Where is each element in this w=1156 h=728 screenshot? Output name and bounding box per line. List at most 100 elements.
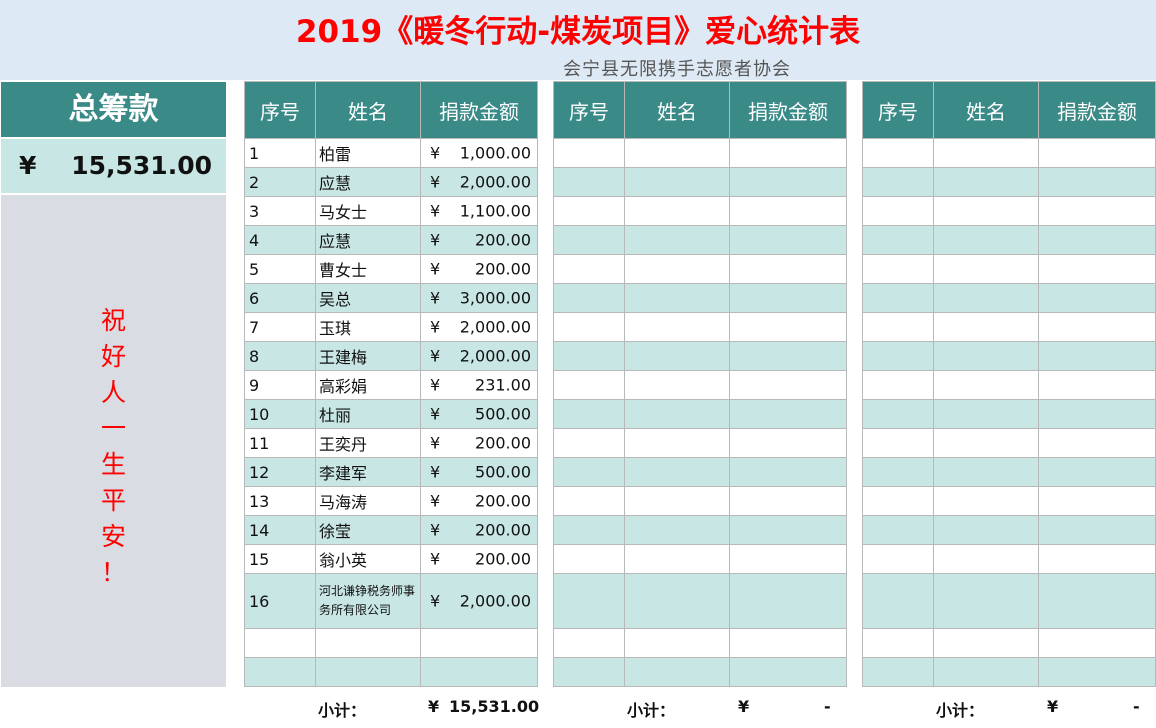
cell-name xyxy=(315,657,421,687)
cell-seq xyxy=(862,370,934,400)
cell-seq xyxy=(862,312,934,342)
table-row xyxy=(862,486,1156,516)
table-row xyxy=(862,657,1156,687)
donation-table-2: 序号 姓名 捐款金额 xyxy=(553,81,847,687)
table-row: 7 玉琪 ¥2,000.00 xyxy=(244,312,538,342)
table-row xyxy=(553,515,847,545)
cell-seq xyxy=(553,167,625,197)
cell-seq: 12 xyxy=(244,457,316,487)
cell-amount xyxy=(1038,370,1156,400)
cell-amount: ¥2,000.00 xyxy=(420,573,538,629)
cell-seq xyxy=(553,515,625,545)
table-row xyxy=(553,457,847,487)
cell-name xyxy=(624,225,730,255)
cell-name xyxy=(933,515,1039,545)
cell-name xyxy=(933,457,1039,487)
cell-seq xyxy=(862,457,934,487)
subtotal-label-3: 小计： xyxy=(936,701,985,720)
cell-seq: 10 xyxy=(244,399,316,429)
currency-symbol: ¥ xyxy=(430,201,441,221)
cell-amount xyxy=(1038,399,1156,429)
table-row xyxy=(862,283,1156,313)
table-row xyxy=(553,544,847,574)
table-row xyxy=(862,167,1156,197)
cell-seq xyxy=(862,515,934,545)
cell-name xyxy=(933,399,1039,429)
cell-amount: ¥2,000.00 xyxy=(420,341,538,371)
cell-amount: ¥200.00 xyxy=(420,225,538,255)
cell-amount xyxy=(1038,312,1156,342)
cell-name xyxy=(933,138,1039,168)
table-row xyxy=(553,428,847,458)
currency-symbol: ¥ xyxy=(430,230,441,250)
organization-name: 会宁县无限携手志愿者协会 xyxy=(563,59,791,80)
cell-name xyxy=(933,428,1039,458)
table-row xyxy=(553,486,847,516)
title-banner: 2019《暖冬行动-煤炭项目》爱心统计表 会宁县无限携手志愿者协会 xyxy=(0,0,1156,80)
table-row xyxy=(553,341,847,371)
cell-seq xyxy=(244,657,316,687)
cell-name xyxy=(624,283,730,313)
currency-symbol: ¥ xyxy=(19,151,37,180)
amount-value: 3,000.00 xyxy=(459,288,531,308)
cell-seq xyxy=(553,544,625,574)
cell-name: 马海涛 xyxy=(315,486,421,516)
cell-name: 吴总 xyxy=(315,283,421,313)
cell-seq xyxy=(862,399,934,429)
cell-amount xyxy=(729,486,847,516)
currency-symbol: ¥ xyxy=(430,491,441,511)
cell-amount xyxy=(1038,573,1156,629)
amount-value: 2,000.00 xyxy=(459,591,531,611)
cell-name xyxy=(624,544,730,574)
amount-value: 1,000.00 xyxy=(459,143,531,163)
cell-name xyxy=(624,657,730,687)
table-row xyxy=(862,515,1156,545)
cell-seq xyxy=(553,399,625,429)
cell-amount xyxy=(729,370,847,400)
cell-seq xyxy=(553,428,625,458)
cell-seq xyxy=(862,254,934,284)
header-seq: 序号 xyxy=(244,81,316,139)
cell-seq xyxy=(862,138,934,168)
cell-seq: 16 xyxy=(244,573,316,629)
cell-seq: 1 xyxy=(244,138,316,168)
amount-value: 500.00 xyxy=(475,462,531,482)
amount-value: 231.00 xyxy=(475,375,531,395)
cell-amount xyxy=(420,657,538,687)
table-row xyxy=(862,341,1156,371)
cell-amount xyxy=(729,138,847,168)
table-row xyxy=(553,312,847,342)
cell-name xyxy=(933,544,1039,574)
cell-amount: ¥1,100.00 xyxy=(420,196,538,226)
cell-seq xyxy=(862,196,934,226)
page-title: 2019《暖冬行动-煤炭项目》爱心统计表 xyxy=(295,14,861,50)
subtotal-currency-1: ¥ xyxy=(428,697,440,716)
cell-seq xyxy=(862,628,934,658)
table-row xyxy=(553,254,847,284)
cell-name xyxy=(933,283,1039,313)
cell-amount xyxy=(729,428,847,458)
blessing-char: 生 xyxy=(100,450,126,479)
cell-amount: ¥200.00 xyxy=(420,515,538,545)
cell-name: 王建梅 xyxy=(315,341,421,371)
cell-seq xyxy=(553,628,625,658)
cell-amount xyxy=(729,254,847,284)
table-row xyxy=(244,657,538,687)
table-row: 14 徐莹 ¥200.00 xyxy=(244,515,538,545)
table-row xyxy=(862,254,1156,284)
table-row: 6 吴总 ¥3,000.00 xyxy=(244,283,538,313)
table-row: 11 王奕丹 ¥200.00 xyxy=(244,428,538,458)
table-row xyxy=(553,196,847,226)
table-row xyxy=(862,628,1156,658)
cell-name xyxy=(624,628,730,658)
cell-amount xyxy=(729,225,847,255)
cell-name xyxy=(624,341,730,371)
cell-amount xyxy=(729,312,847,342)
cell-name xyxy=(624,167,730,197)
cell-amount xyxy=(1038,544,1156,574)
cell-seq xyxy=(862,657,934,687)
amount-value: 2,000.00 xyxy=(459,172,531,192)
cell-amount xyxy=(729,544,847,574)
cell-seq: 9 xyxy=(244,370,316,400)
table-row xyxy=(553,225,847,255)
